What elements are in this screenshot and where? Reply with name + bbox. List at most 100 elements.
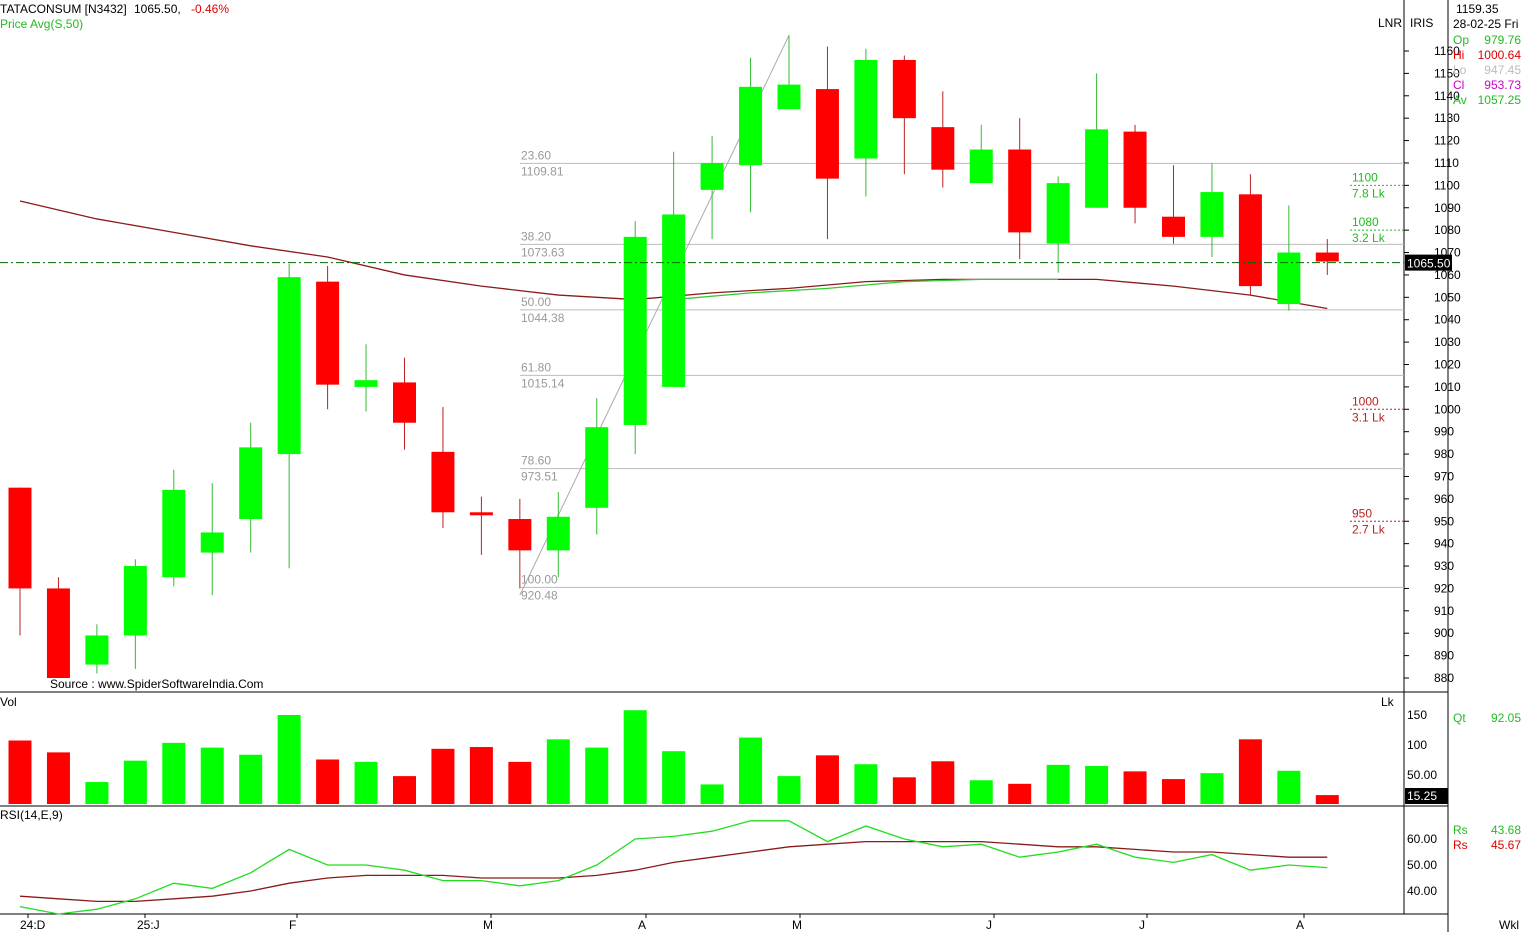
- volume-unit-label: Lk: [1381, 695, 1395, 709]
- volume-profile-levels: 1100 7.8 Lk 1080 3.2 Lk 1000 3.1 Lk 950 2.7 Lk: [1350, 170, 1404, 536]
- period-label[interactable]: Wkl: [1499, 918, 1519, 932]
- candle-body: [46, 588, 70, 678]
- candle-body: [1162, 216, 1185, 237]
- x-axis-label: 24:D: [20, 918, 46, 932]
- candle-body: [393, 382, 416, 423]
- candles: [8, 35, 1339, 678]
- hi-label: Hi: [1453, 48, 1464, 62]
- price-tick-label: 980: [1434, 447, 1454, 461]
- candle-body: [354, 380, 378, 387]
- price-tick-label: 1120: [1434, 134, 1460, 148]
- rsi-tick-60: 60.00: [1407, 832, 1437, 846]
- rsi-tick-40: 40.00: [1407, 884, 1437, 898]
- candle-body: [1008, 149, 1032, 233]
- volume-bar: [46, 752, 70, 804]
- volume-profile-volume: 3.1 Lk: [1352, 410, 1386, 424]
- change-percent-label: -0.46%: [191, 2, 229, 16]
- last-price-box: [1405, 254, 1452, 271]
- fib-price-label: 973.51: [521, 470, 558, 484]
- volume-profile-price: 1000: [1352, 394, 1379, 408]
- volume-bar: [1008, 783, 1032, 804]
- price-tick-label: 1130: [1434, 111, 1460, 125]
- fib-price-label: 920.48: [521, 588, 558, 602]
- candle-body: [662, 214, 686, 387]
- price-tick-label: 900: [1434, 626, 1454, 640]
- price-tick-label: 890: [1434, 649, 1454, 663]
- rs2-label: Rs: [1453, 838, 1468, 852]
- fib-price-label: 1044.38: [521, 311, 565, 325]
- volume-profile-volume: 7.8 Lk: [1352, 186, 1386, 200]
- iris-label[interactable]: IRIS: [1410, 16, 1433, 30]
- price-tick-label: 1100: [1434, 178, 1460, 192]
- op-label: Op: [1453, 33, 1469, 47]
- volume-bar: [623, 710, 647, 804]
- volume-bar: [777, 776, 801, 804]
- cl-label: Cl: [1453, 78, 1464, 92]
- price-tick-label: 990: [1434, 425, 1454, 439]
- candle-body: [815, 89, 839, 179]
- av-label: Av: [1453, 93, 1467, 107]
- candle-body: [1046, 183, 1070, 244]
- candle-body: [892, 59, 916, 119]
- x-axis-label: M: [792, 918, 802, 932]
- volume-profile-price: 1100: [1352, 170, 1378, 184]
- fib-pct-label: 38.20: [521, 229, 551, 243]
- x-axis-label: 25:J: [137, 918, 160, 932]
- price-tick-label: 1010: [1434, 380, 1461, 394]
- volume-bar: [662, 751, 686, 804]
- candle-body: [969, 149, 993, 184]
- x-axis-label: F: [289, 918, 296, 932]
- price-tick-label: 880: [1434, 671, 1454, 685]
- price-tick-label: 940: [1434, 537, 1454, 551]
- symbol-label: TATACONSUM [N3432]: [0, 2, 127, 16]
- av-value: 1057.25: [1478, 93, 1522, 107]
- qt-value: 92.05: [1491, 711, 1521, 725]
- volume-tick-100: 100: [1407, 738, 1427, 752]
- cl-value: 953.73: [1484, 78, 1521, 92]
- volume-bar: [239, 754, 263, 804]
- volume-bar: [1315, 795, 1339, 804]
- candle-body: [854, 59, 878, 159]
- volume-bar: [1046, 764, 1070, 804]
- volume-profile-price: 1080: [1352, 215, 1379, 229]
- volume-bar: [1277, 770, 1301, 804]
- op-value: 979.76: [1484, 33, 1521, 47]
- volume-bar: [815, 755, 839, 804]
- volume-last-box: [1405, 788, 1448, 804]
- x-axis-label: A: [1296, 918, 1304, 932]
- candle-body: [239, 447, 263, 520]
- volume-tick-150: 150: [1407, 708, 1427, 722]
- volume-bar: [546, 739, 570, 804]
- volume-bar: [1238, 739, 1262, 804]
- last-price-box-value: 1065.50: [1407, 257, 1451, 271]
- rsi-line: [19, 820, 1328, 915]
- volume-bar: [200, 747, 224, 804]
- candle-body: [931, 127, 955, 170]
- candle-body: [469, 512, 493, 516]
- x-axis-labels: 24:D 25:J F M A M J J A: [20, 914, 1305, 932]
- candle-body: [200, 532, 224, 553]
- price-tick-label: 970: [1434, 469, 1454, 483]
- date-label: 28-02-25 Fri: [1453, 17, 1518, 31]
- candle-body: [739, 86, 763, 166]
- lnr-label[interactable]: LNR: [1378, 16, 1402, 30]
- hi-value: 1000.64: [1478, 48, 1522, 62]
- fib-price-label: 1109.81: [521, 164, 564, 178]
- fib-pct-label: 23.60: [521, 148, 551, 162]
- volume-bars: [8, 710, 1339, 804]
- candle-body: [277, 277, 301, 455]
- candle-body: [123, 566, 147, 636]
- volume-bar: [1200, 773, 1224, 804]
- candle-body: [700, 162, 724, 190]
- volume-bar: [508, 761, 532, 804]
- cursor-price-label: 1159.35: [1456, 2, 1499, 16]
- volume-bar: [431, 748, 455, 804]
- candle-body: [777, 84, 801, 110]
- candle-body: [162, 489, 186, 578]
- price-tick-label: 1060: [1434, 268, 1461, 282]
- volume-bar: [739, 737, 763, 804]
- fib-pct-label: 78.60: [521, 454, 551, 468]
- candle-body: [1085, 129, 1109, 208]
- lo-label: Lo: [1453, 63, 1467, 77]
